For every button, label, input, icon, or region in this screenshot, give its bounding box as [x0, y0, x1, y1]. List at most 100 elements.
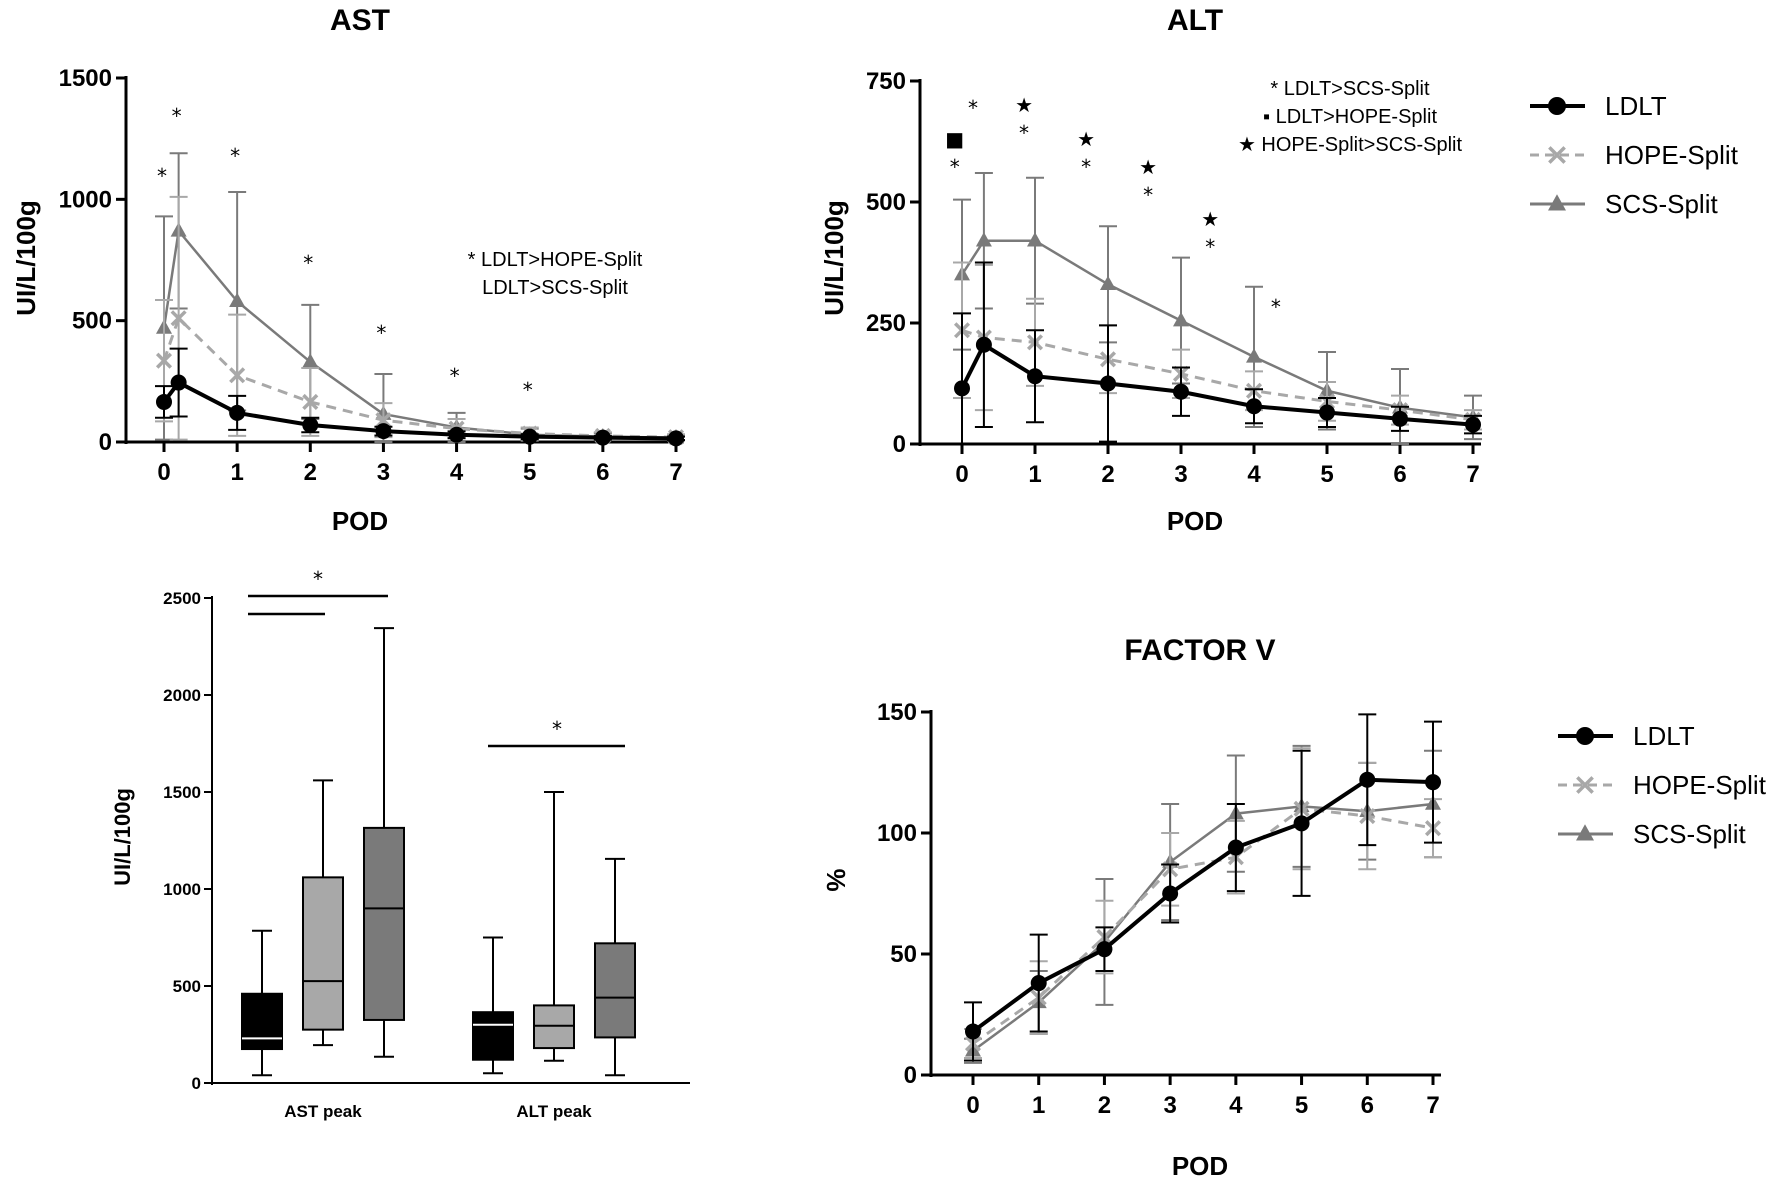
- alt-significance-mark: *: [950, 155, 960, 179]
- boxplot-y-tick-label: 1500: [163, 783, 201, 802]
- factor-v-x-tick-label: 5: [1295, 1092, 1308, 1119]
- alt-x-tick-label: 0: [955, 461, 968, 488]
- factor-v-data-point: [965, 1023, 981, 1040]
- factor-v-data-point: [1293, 815, 1310, 832]
- factor-v-legend-marker: [1576, 727, 1594, 745]
- factor-v-x-tick-label: 2: [1098, 1092, 1111, 1119]
- factor-v-chart: FACTOR V POD % 0 50 100 150 0 1 2 3 4 5 6 7 LDLT HOPE…: [821, 634, 1767, 1181]
- ast-chart: AST POD UI/L/100g * LDLT>HOPE-Split LDLT…: [11, 4, 685, 536]
- boxplot-box: [472, 1011, 514, 1061]
- ast-significance-note-1: * LDLT>HOPE-Split: [468, 249, 643, 271]
- boxplot-group-label: AST peak: [284, 1102, 362, 1121]
- alt-chart: ALT POD UI/L/100g * LDLT>SCS-Split ▪ LDL…: [819, 4, 1739, 536]
- alt-data-point: [1319, 404, 1335, 421]
- alt-y-axis-label: UI/L/100g: [819, 200, 849, 316]
- ast-data-point: [302, 393, 319, 410]
- alt-series-line: [960, 239, 1474, 419]
- alt-x-tick-label: 2: [1101, 461, 1114, 488]
- alt-data-point: [954, 380, 970, 397]
- alt-significance-mark: *: [1271, 295, 1281, 319]
- ast-significance-star: *: [376, 321, 386, 345]
- alt-significance-mark: *: [968, 96, 978, 120]
- boxplot-y-tick-label: 0: [192, 1074, 201, 1093]
- alt-x-tick-label: 1: [1028, 461, 1041, 488]
- alt-significance-mark: *: [1143, 183, 1153, 207]
- ast-data-point: [155, 352, 173, 369]
- ast-data-point: [448, 426, 465, 443]
- ast-significance-star: *: [523, 378, 533, 402]
- factor-v-series-line: [972, 802, 1434, 1052]
- factor-v-data-point: [1162, 885, 1179, 902]
- alt-x-axis-label: POD: [1167, 506, 1223, 536]
- factor-v-series-hope-split: [964, 747, 1442, 1060]
- ast-data-point: [170, 374, 187, 391]
- factor-v-x-tick-label: 6: [1361, 1092, 1374, 1119]
- alt-significance-note-1: * LDLT>SCS-Split: [1270, 78, 1430, 100]
- boxplot-group-label: ALT peak: [516, 1102, 592, 1121]
- boxplot-box: [302, 876, 344, 1031]
- alt-data-point: [975, 232, 992, 247]
- ast-data-point: [229, 367, 246, 384]
- alt-significance-mark: ■: [945, 127, 964, 151]
- ast-y-tick-label: 500: [72, 308, 112, 335]
- boxplot-box: [363, 826, 405, 1021]
- alt-data-point: [1100, 275, 1116, 291]
- boxplot-box-scs-split: [363, 627, 405, 1058]
- factor-v-legend-marker: [1576, 824, 1594, 841]
- boxplot-sig-star: *: [313, 567, 323, 591]
- ast-y-axis-label: UI/L/100g: [11, 200, 41, 316]
- alt-legend-label: SCS-Split: [1605, 189, 1718, 219]
- boxplot-box-ldlt: [241, 929, 283, 1077]
- alt-significance-mark: ★: [1015, 93, 1033, 117]
- ast-chart-title: AST: [330, 4, 390, 37]
- alt-significance-mark: ★: [1077, 127, 1095, 151]
- ast-x-tick-label: 4: [450, 459, 464, 486]
- alt-data-point: [1246, 398, 1262, 415]
- alt-data-point: [1465, 416, 1481, 433]
- alt-series-scs-split: [953, 171, 1482, 445]
- ast-x-tick-label: 0: [157, 459, 170, 486]
- factor-v-x-tick-label: 7: [1426, 1092, 1439, 1119]
- boxplot-y-tick-label: 500: [173, 977, 201, 996]
- alt-data-point: [1246, 348, 1262, 363]
- boxplot-box: [241, 992, 283, 1051]
- factor-v-y-axis-label: %: [821, 868, 851, 891]
- alt-data-point: [1173, 311, 1189, 327]
- boxplot-box: [594, 942, 636, 1039]
- ast-significance-star: *: [172, 104, 182, 128]
- alt-significance-mark: *: [1019, 121, 1029, 145]
- alt-significance-note-2: ▪ LDLT>HOPE-Split: [1263, 106, 1437, 128]
- alt-x-tick-label: 5: [1320, 461, 1333, 488]
- factor-v-legend-marker: [1576, 776, 1594, 794]
- ast-data-point: [375, 423, 392, 440]
- factor-v-y-tick-label: 100: [877, 820, 917, 847]
- alt-y-tick-label: 250: [866, 310, 906, 337]
- ast-data-point: [302, 417, 319, 434]
- boxplot-y-tick-label: 1000: [163, 880, 201, 899]
- alt-significance-mark: ★: [1201, 207, 1219, 231]
- alt-data-point: [1027, 232, 1043, 247]
- factor-v-y-tick-label: 50: [890, 941, 917, 968]
- alt-legend-label: HOPE-Split: [1605, 140, 1739, 170]
- ast-data-point: [302, 353, 319, 368]
- alt-data-point: [1173, 383, 1189, 400]
- factor-v-legend-label: LDLT: [1633, 721, 1695, 751]
- factor-v-data-point: [1096, 941, 1113, 958]
- ast-y-tick-label: 1000: [59, 186, 112, 213]
- ast-x-tick-label: 7: [669, 459, 682, 486]
- alt-legend-marker: [1548, 146, 1566, 164]
- alt-x-tick-label: 7: [1466, 461, 1479, 488]
- factor-v-y-tick-label: 0: [904, 1062, 917, 1089]
- ast-data-point: [594, 429, 611, 446]
- ast-x-tick-label: 6: [596, 459, 609, 486]
- alt-x-tick-label: 3: [1174, 461, 1187, 488]
- factor-v-data-point: [1030, 975, 1047, 992]
- alt-significance-note-3: ★ HOPE-Split>SCS-Split: [1238, 134, 1463, 156]
- alt-y-tick-label: 0: [893, 431, 906, 458]
- ast-y-tick-label: 1500: [59, 65, 112, 92]
- ast-x-tick-label: 1: [230, 459, 243, 486]
- factor-v-x-tick-label: 3: [1163, 1092, 1176, 1119]
- factor-v-y-tick-label: 150: [877, 699, 917, 726]
- ast-x-tick-label: 5: [523, 459, 536, 486]
- alt-significance-mark: *: [1081, 155, 1091, 179]
